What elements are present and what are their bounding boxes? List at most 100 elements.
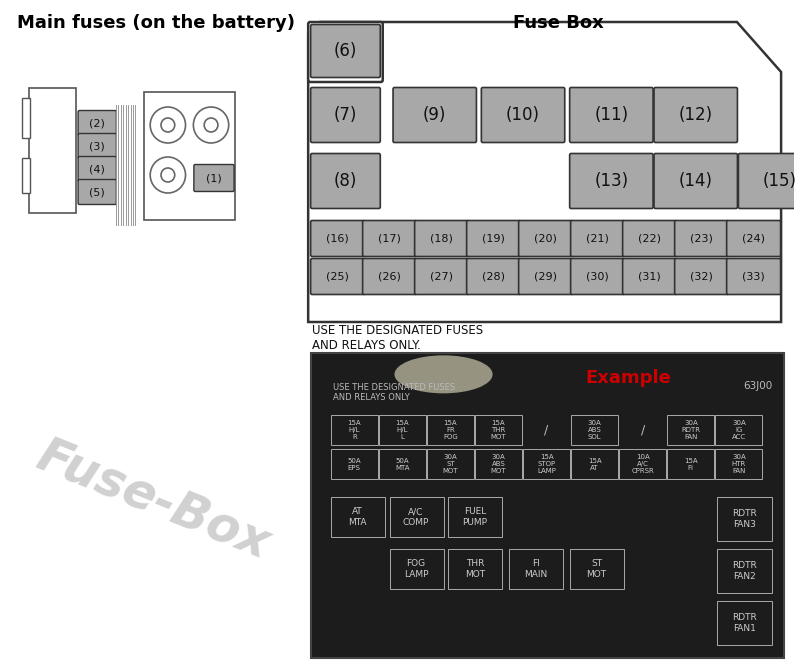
Text: A/C
COMP: A/C COMP xyxy=(403,507,430,527)
Bar xyxy=(715,449,762,479)
Text: Main fuses (on the battery): Main fuses (on the battery) xyxy=(17,14,294,32)
Text: (19): (19) xyxy=(482,233,505,243)
Text: FI
MAIN: FI MAIN xyxy=(524,559,547,579)
FancyBboxPatch shape xyxy=(726,221,781,257)
FancyBboxPatch shape xyxy=(310,154,380,209)
Text: (25): (25) xyxy=(326,271,349,281)
Bar xyxy=(570,549,624,589)
FancyBboxPatch shape xyxy=(362,221,417,257)
Bar xyxy=(715,415,762,445)
Ellipse shape xyxy=(394,355,493,394)
FancyBboxPatch shape xyxy=(570,154,653,209)
FancyBboxPatch shape xyxy=(310,25,380,78)
FancyBboxPatch shape xyxy=(78,180,116,205)
Polygon shape xyxy=(308,22,781,322)
FancyBboxPatch shape xyxy=(78,110,116,136)
Text: (10): (10) xyxy=(506,106,540,124)
Text: 15A
FR
FOG: 15A FR FOG xyxy=(443,420,458,440)
Bar xyxy=(330,497,385,537)
Text: (30): (30) xyxy=(586,271,609,281)
FancyBboxPatch shape xyxy=(78,156,116,182)
FancyBboxPatch shape xyxy=(466,259,521,295)
Text: 15A
H/L
L: 15A H/L L xyxy=(395,420,409,440)
Text: (11): (11) xyxy=(594,106,629,124)
Bar xyxy=(718,497,772,541)
Bar xyxy=(667,449,714,479)
Bar xyxy=(311,353,784,658)
Text: 30A
ST
MOT: 30A ST MOT xyxy=(442,454,458,474)
FancyBboxPatch shape xyxy=(654,154,738,209)
Text: 15A
AT: 15A AT xyxy=(588,458,602,471)
Bar xyxy=(571,415,618,445)
Text: RDTR
FAN2: RDTR FAN2 xyxy=(733,561,757,581)
FancyBboxPatch shape xyxy=(654,88,738,142)
Text: (4): (4) xyxy=(90,164,105,174)
FancyBboxPatch shape xyxy=(310,221,365,257)
Text: FOG
LAMP: FOG LAMP xyxy=(404,559,428,579)
Text: (15): (15) xyxy=(763,172,797,190)
FancyBboxPatch shape xyxy=(482,88,565,142)
Text: 30A
ABS
SOL: 30A ABS SOL xyxy=(588,420,602,440)
Text: (23): (23) xyxy=(690,233,713,243)
Text: (33): (33) xyxy=(742,271,765,281)
Bar xyxy=(379,449,426,479)
FancyBboxPatch shape xyxy=(310,88,380,142)
Bar xyxy=(379,415,426,445)
Text: USE THE DESIGNATED FUSES
AND RELAYS ONLY.: USE THE DESIGNATED FUSES AND RELAYS ONLY… xyxy=(312,324,483,352)
Text: 30A
RDTR
FAN: 30A RDTR FAN xyxy=(682,420,700,440)
Text: 30A
HTR
FAN: 30A HTR FAN xyxy=(732,454,746,474)
Text: (2): (2) xyxy=(90,118,105,128)
Text: (26): (26) xyxy=(378,271,401,281)
Bar xyxy=(571,449,618,479)
Bar xyxy=(449,549,502,589)
Text: (6): (6) xyxy=(334,42,357,60)
FancyBboxPatch shape xyxy=(622,259,677,295)
FancyBboxPatch shape xyxy=(414,259,469,295)
Bar xyxy=(390,549,443,589)
Text: 30A
IG
ACC: 30A IG ACC xyxy=(732,420,746,440)
Text: (28): (28) xyxy=(482,271,505,281)
Text: Fuse-Box: Fuse-Box xyxy=(30,432,278,569)
Bar xyxy=(22,98,30,138)
Text: AT
MTA: AT MTA xyxy=(348,507,366,527)
Text: RDTR
FAN3: RDTR FAN3 xyxy=(733,509,757,529)
Bar xyxy=(449,497,502,537)
FancyBboxPatch shape xyxy=(310,259,365,295)
FancyBboxPatch shape xyxy=(570,221,625,257)
Text: 50A
MTA: 50A MTA xyxy=(395,458,410,471)
Text: 50A
EPS: 50A EPS xyxy=(347,458,361,471)
Text: (3): (3) xyxy=(90,141,105,151)
Text: (31): (31) xyxy=(638,271,661,281)
Text: Example: Example xyxy=(585,369,671,387)
Bar xyxy=(427,415,474,445)
Text: 15A
THR
MOT: 15A THR MOT xyxy=(490,420,506,440)
FancyBboxPatch shape xyxy=(466,221,521,257)
FancyBboxPatch shape xyxy=(674,221,729,257)
Text: Fuse Box: Fuse Box xyxy=(513,14,604,32)
Text: (27): (27) xyxy=(430,271,453,281)
Text: THR
MOT: THR MOT xyxy=(465,559,485,579)
Text: USE THE DESIGNATED FUSES
AND RELAYS ONLY: USE THE DESIGNATED FUSES AND RELAYS ONLY xyxy=(333,383,455,402)
Circle shape xyxy=(161,168,174,182)
FancyBboxPatch shape xyxy=(622,221,677,257)
Text: /: / xyxy=(641,424,645,436)
FancyBboxPatch shape xyxy=(570,88,653,142)
Bar xyxy=(718,601,772,645)
Text: ST
MOT: ST MOT xyxy=(586,559,606,579)
Text: (20): (20) xyxy=(534,233,557,243)
Circle shape xyxy=(194,107,229,143)
FancyBboxPatch shape xyxy=(570,259,625,295)
Text: FUEL
PUMP: FUEL PUMP xyxy=(462,507,487,527)
Circle shape xyxy=(150,157,186,193)
Bar xyxy=(475,415,522,445)
Text: (1): (1) xyxy=(206,173,222,183)
FancyBboxPatch shape xyxy=(518,221,573,257)
FancyBboxPatch shape xyxy=(414,221,469,257)
FancyBboxPatch shape xyxy=(308,22,382,82)
FancyBboxPatch shape xyxy=(362,259,417,295)
Text: (21): (21) xyxy=(586,233,609,243)
Text: (9): (9) xyxy=(423,106,446,124)
Text: (29): (29) xyxy=(534,271,557,281)
FancyBboxPatch shape xyxy=(674,259,729,295)
FancyBboxPatch shape xyxy=(78,134,116,158)
